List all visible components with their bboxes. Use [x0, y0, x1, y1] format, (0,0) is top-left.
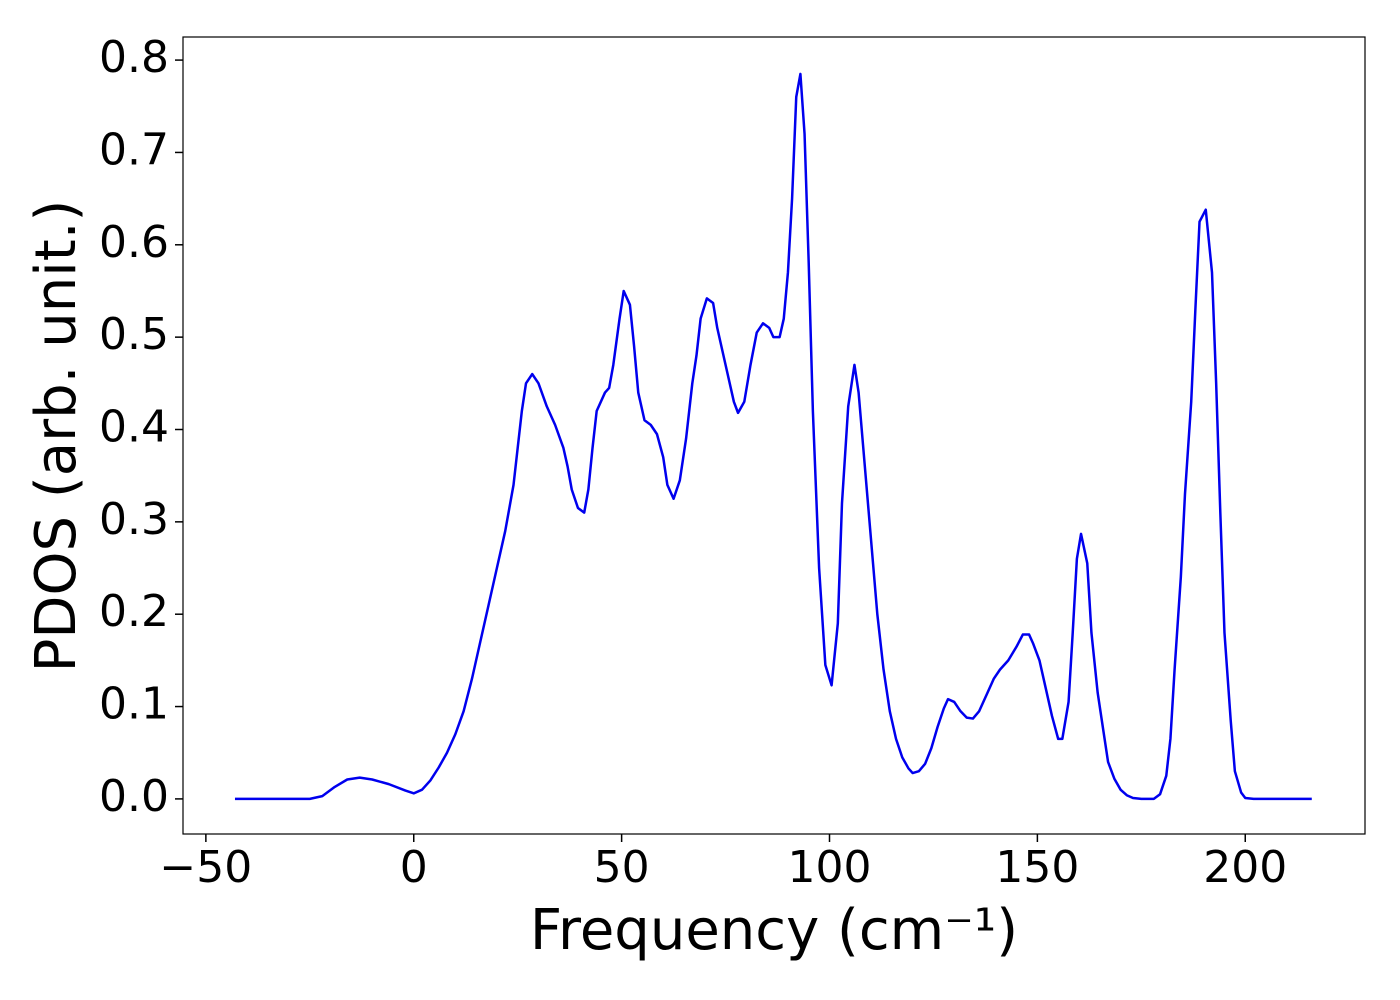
x-tick-label: 50 — [594, 842, 650, 893]
y-tick-label: 0.1 — [99, 679, 169, 730]
y-tick-label: 0.6 — [99, 217, 169, 268]
y-tick-label: 0.3 — [99, 494, 169, 545]
plot-frame — [182, 36, 1366, 835]
x-tick-label: 150 — [995, 842, 1079, 893]
y-tick-label: 0.4 — [99, 401, 169, 452]
y-tick-label: 0.2 — [99, 586, 169, 637]
y-tick-label: 0.7 — [99, 124, 169, 175]
y-tick-label: 0.8 — [99, 32, 169, 83]
y-axis-label: PDOS (arb. unit.) — [24, 200, 89, 673]
x-tick-label: 100 — [788, 842, 872, 893]
x-tick-label: 200 — [1203, 842, 1287, 893]
y-tick-label: 0.0 — [99, 771, 169, 822]
data-line — [234, 72, 1312, 801]
x-tick-label: 0 — [400, 842, 428, 893]
x-axis-label: Frequency (cm⁻¹) — [530, 898, 1018, 963]
y-tick-label: 0.5 — [99, 309, 169, 360]
x-tick-label: −50 — [159, 842, 252, 893]
